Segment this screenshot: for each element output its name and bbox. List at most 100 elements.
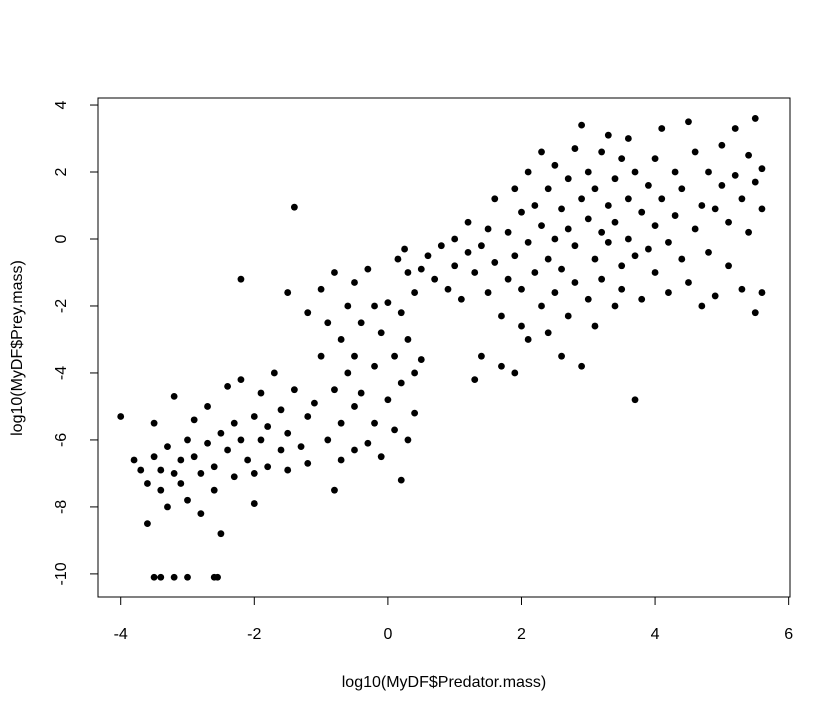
point xyxy=(571,145,579,152)
point xyxy=(718,141,726,149)
point xyxy=(311,399,318,407)
point xyxy=(758,205,766,213)
point xyxy=(691,225,699,233)
point xyxy=(551,289,559,296)
point xyxy=(558,265,565,273)
point xyxy=(511,252,519,260)
y-tick-label: -8 xyxy=(53,500,70,514)
point xyxy=(337,336,345,343)
point xyxy=(364,265,372,273)
point xyxy=(591,255,599,263)
point xyxy=(371,362,378,370)
point xyxy=(745,151,752,159)
point xyxy=(401,245,408,253)
point xyxy=(157,573,165,581)
point xyxy=(117,413,125,420)
point xyxy=(578,195,585,203)
point xyxy=(237,436,245,444)
point xyxy=(758,165,766,173)
point xyxy=(705,168,712,176)
point xyxy=(451,235,459,243)
point xyxy=(351,446,358,454)
point xyxy=(464,218,472,226)
point xyxy=(204,403,211,410)
point xyxy=(157,466,165,474)
point xyxy=(277,406,285,414)
point xyxy=(177,456,185,464)
point xyxy=(444,285,452,293)
point xyxy=(678,255,686,263)
point xyxy=(377,453,385,461)
point xyxy=(297,443,305,451)
point xyxy=(391,352,398,360)
point xyxy=(544,185,552,193)
point xyxy=(498,312,505,320)
point xyxy=(210,486,218,494)
x-tick-label: -2 xyxy=(247,626,261,643)
point xyxy=(331,486,338,494)
y-axis-label: log10(MyDF$Prey.mass) xyxy=(9,260,26,436)
point xyxy=(624,195,632,203)
point xyxy=(404,436,412,444)
y-tick-label: -6 xyxy=(53,433,70,447)
point xyxy=(237,275,245,283)
point xyxy=(511,185,519,193)
x-tick-label: 6 xyxy=(784,626,793,643)
point xyxy=(170,573,178,581)
point xyxy=(511,369,519,377)
point xyxy=(424,252,432,260)
point xyxy=(745,228,752,236)
point xyxy=(184,436,191,444)
point xyxy=(564,175,572,183)
point xyxy=(531,202,539,209)
y-tick-label: -10 xyxy=(53,562,70,585)
point xyxy=(598,148,606,156)
point xyxy=(190,453,198,461)
point xyxy=(738,285,746,293)
point xyxy=(665,289,672,296)
point xyxy=(257,436,265,444)
point xyxy=(631,168,639,176)
point xyxy=(337,419,345,427)
point xyxy=(137,466,145,474)
point xyxy=(658,125,666,132)
y-tick-label: 2 xyxy=(53,167,70,176)
point xyxy=(284,466,292,474)
point xyxy=(391,426,398,434)
point xyxy=(631,396,639,404)
point xyxy=(270,369,278,377)
point xyxy=(317,285,325,293)
point xyxy=(304,309,312,317)
point xyxy=(524,238,532,246)
point xyxy=(725,262,732,270)
point xyxy=(618,285,626,293)
point xyxy=(518,285,525,293)
point xyxy=(337,456,345,464)
point xyxy=(224,382,231,390)
point xyxy=(397,379,405,387)
point xyxy=(284,429,292,437)
y-tick-label: 0 xyxy=(53,234,70,243)
point xyxy=(164,443,171,451)
point xyxy=(658,195,666,203)
point xyxy=(214,573,221,581)
point xyxy=(284,289,292,296)
point xyxy=(751,115,759,122)
point xyxy=(150,573,158,581)
point xyxy=(538,148,545,156)
point xyxy=(250,500,258,507)
point xyxy=(611,218,619,226)
point xyxy=(324,319,332,327)
point xyxy=(631,252,639,260)
point xyxy=(478,352,485,360)
point xyxy=(210,463,218,471)
point xyxy=(190,416,198,424)
point xyxy=(451,262,459,270)
point xyxy=(204,439,211,447)
point xyxy=(130,456,138,464)
point xyxy=(237,376,245,384)
point xyxy=(711,292,719,300)
point xyxy=(250,470,258,477)
x-axis-label: log10(MyDF$Predator.mass) xyxy=(342,674,547,691)
